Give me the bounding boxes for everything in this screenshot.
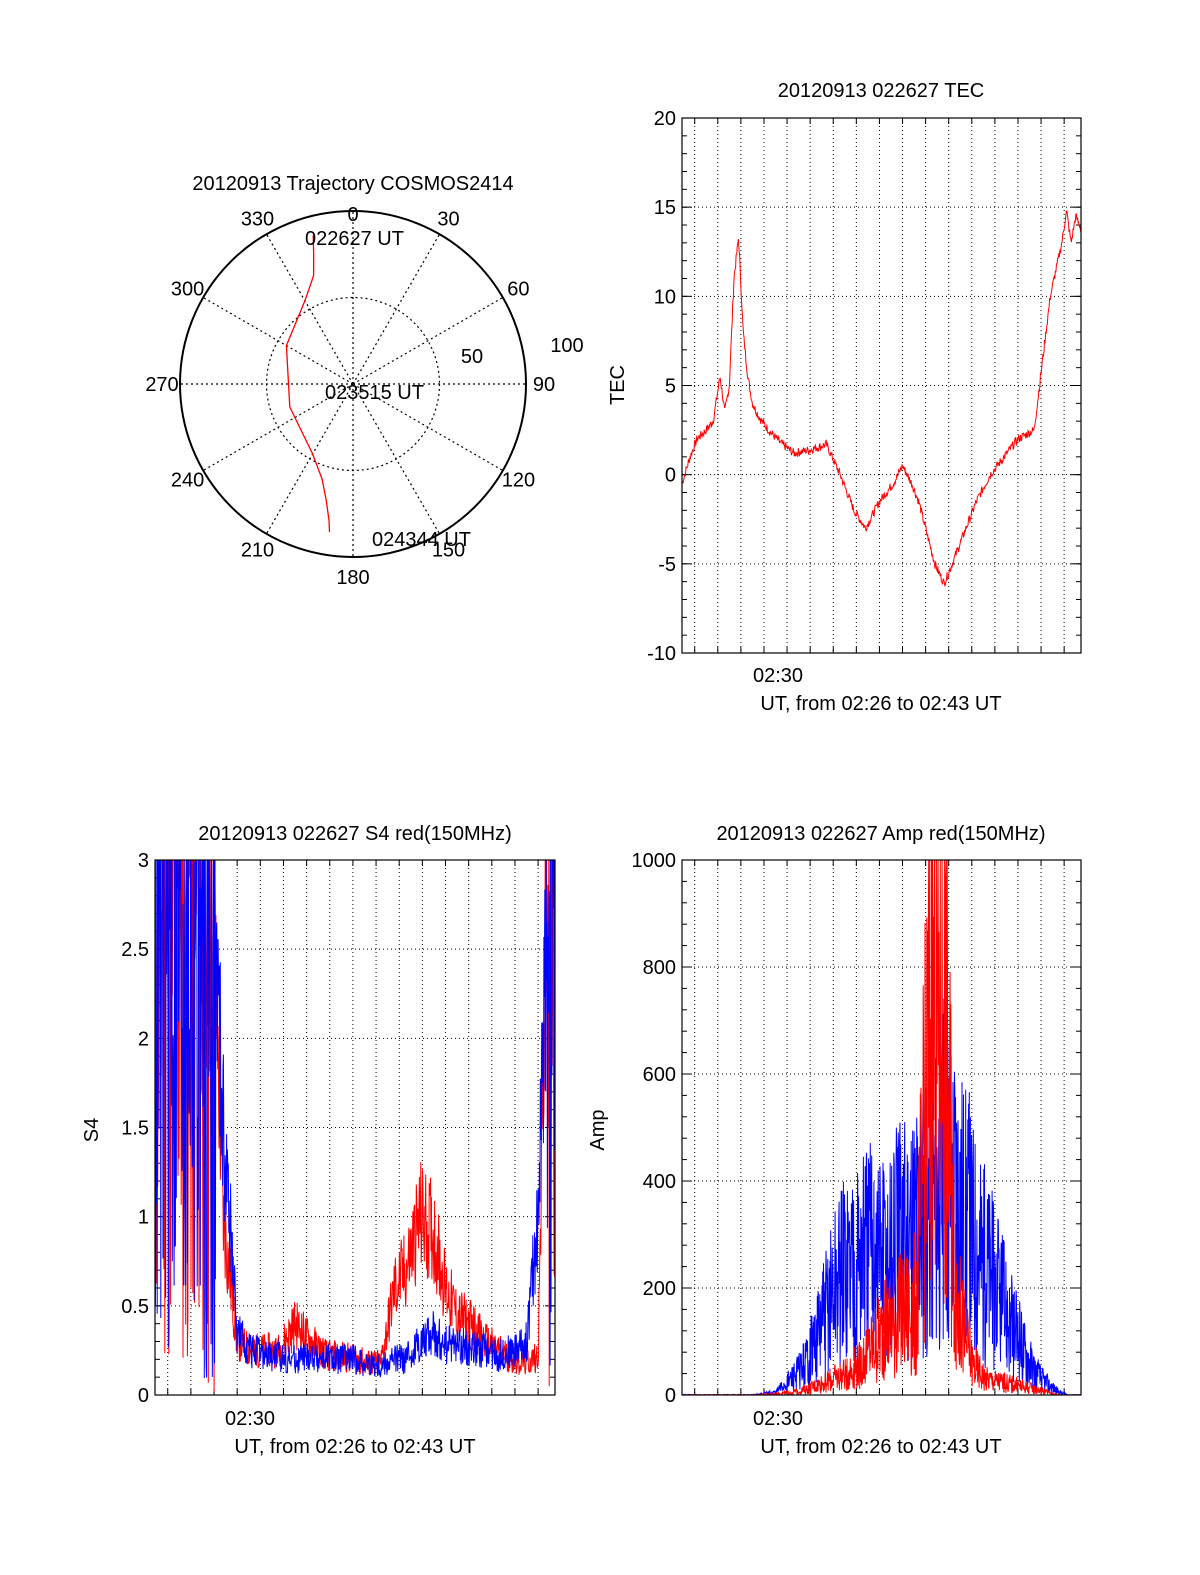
tec-plot-frame	[681, 117, 1082, 654]
tec-ytick-label: 10	[654, 286, 676, 308]
tec-ytick-label: 0	[665, 465, 676, 487]
s4-ytick-label: 2	[138, 1028, 149, 1050]
amp-plot-frame	[681, 859, 1082, 1396]
amp-ylabel: Amp	[587, 1109, 609, 1150]
polar-azimuth-label: 90	[533, 374, 555, 396]
polar-annotation-start: 022627 UT	[305, 228, 404, 250]
polar-azimuth-labels: 0 30 60 90 120 150 180 210 240 270 300 330	[145, 204, 555, 589]
polar-annotation-mid: 023515 UT	[325, 382, 424, 404]
polar-azimuth-label: 150	[432, 539, 465, 561]
polar-radius-label-50: 50	[461, 346, 483, 368]
s4-title: 20120913 022627 S4 red(150MHz)	[198, 823, 512, 845]
polar-title: 20120913 Trajectory COSMOS2414	[192, 173, 513, 195]
s4-ytick-label: 3	[138, 850, 149, 872]
polar-azimuth-label: 60	[507, 279, 529, 301]
tec-ytick-label: 5	[665, 376, 676, 398]
polar-outer-circle	[179, 210, 527, 558]
s4-xlabel: UT, from 02:26 to 02:43 UT	[234, 1436, 475, 1458]
polar-trajectory-line	[285, 235, 331, 533]
s4-ytick-label: 1.5	[121, 1118, 149, 1140]
polar-radius-label-100: 100	[550, 335, 583, 357]
polar-azimuth-label: 300	[171, 279, 204, 301]
polar-trajectory-panel: 20120913 Trajectory COSMOS2414 0 30 60 90 12…	[145, 173, 583, 589]
polar-azimuth-label: 240	[171, 470, 204, 492]
amp-ytick-label: 600	[643, 1064, 676, 1086]
s4-ytick-label: 2.5	[121, 939, 149, 961]
s4-ylabel: S4	[81, 1118, 103, 1142]
polar-azimuth-label: 120	[502, 470, 535, 492]
tec-title: 20120913 022627 TEC	[778, 80, 984, 102]
amp-ytick-label: 800	[643, 957, 676, 979]
polar-annotation-end: 024344 UT	[372, 529, 471, 551]
s4-ytick-label: 0	[138, 1385, 149, 1407]
polar-azimuth-label: 270	[145, 374, 178, 396]
polar-grid	[180, 211, 526, 557]
tec-xlabel: UT, from 02:26 to 02:43 UT	[760, 693, 1001, 715]
tec-ylabel: TEC	[607, 365, 629, 405]
amp-xtick-label: 02:30	[753, 1408, 803, 1430]
amp-ytick-label: 400	[643, 1171, 676, 1193]
polar-inner-ring	[265, 296, 441, 472]
tec-ytick-label: -5	[658, 554, 676, 576]
amp-ytick-label: 1000	[632, 850, 677, 872]
amp-ytick-label: 200	[643, 1278, 676, 1300]
tec-panel: 20120913 022627 TEC TEC 02:30 UT, from 0…	[607, 80, 1082, 715]
tec-xtick-label: 02:30	[753, 665, 803, 687]
tec-ytick-label: 20	[654, 108, 676, 130]
polar-spoke-60	[352, 296, 504, 385]
amp-panel: 20120913 022627 Amp red(150MHz) Amp 02:3…	[587, 823, 1082, 1458]
polar-azimuth-label: 210	[241, 539, 274, 561]
s4-ytick-label: 1	[138, 1207, 149, 1229]
amp-xlabel: UT, from 02:26 to 02:43 UT	[760, 1436, 1001, 1458]
polar-azimuth-label: 330	[241, 209, 274, 231]
s4-xtick-label: 02:30	[225, 1408, 275, 1430]
amp-ytick-label: 0	[665, 1385, 676, 1407]
tec-ytick-label: 15	[654, 197, 676, 219]
polar-spoke-30	[352, 233, 441, 385]
polar-azimuth-label: 0	[347, 204, 358, 226]
polar-azimuth-label: 30	[437, 209, 459, 231]
s4-ytick-label: 0.5	[121, 1296, 149, 1318]
s4-panel: 20120913 022627 S4 red(150MHz) S4 02:30 …	[81, 823, 556, 1458]
tec-ytick-label: -10	[647, 643, 676, 665]
s4-series-blue-line	[155, 860, 555, 1379]
amp-title: 20120913 022627 Amp red(150MHz)	[716, 823, 1045, 845]
polar-azimuth-label: 180	[336, 567, 369, 589]
tec-series-red-line	[682, 209, 1081, 587]
s4-plot-frame	[154, 859, 556, 1396]
